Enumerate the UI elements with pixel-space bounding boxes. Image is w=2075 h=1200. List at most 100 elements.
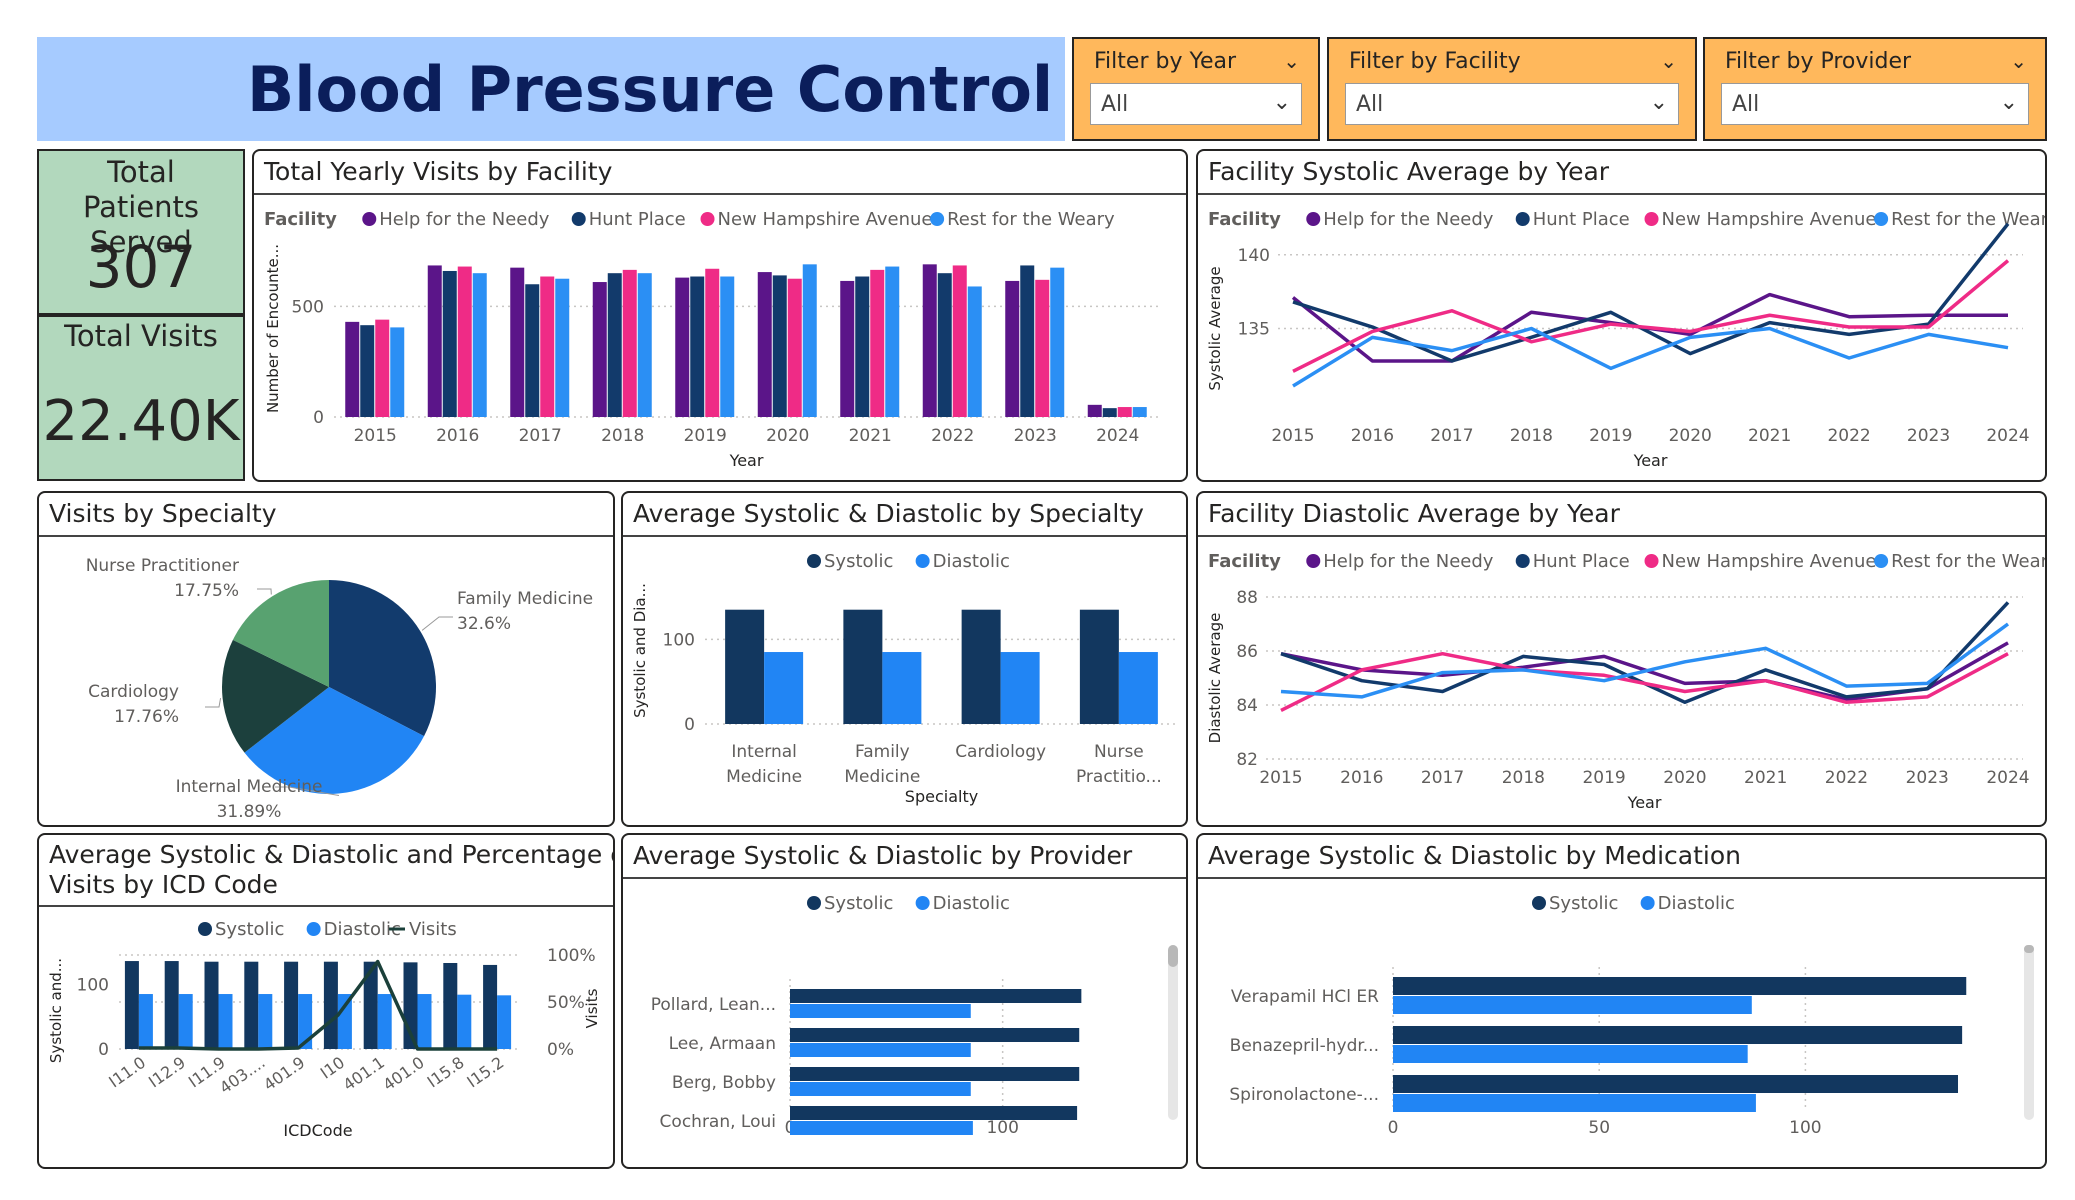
y-axis-title: Number of Encounte...: [264, 244, 282, 413]
y-tick-label: Cochran, Loui: [660, 1112, 776, 1132]
y2-tick-label: 0%: [547, 1040, 574, 1060]
y-axis-title: Systolic and Dia...: [631, 583, 649, 718]
leader-line: [205, 698, 222, 708]
systolic-by-year-panel: Facility Systolic Average by Year Facili…: [1196, 149, 2047, 482]
y-tick-label: 88: [1236, 588, 1258, 608]
legend-item: Hunt Place: [589, 209, 686, 230]
bar: [360, 325, 375, 417]
bar: [1079, 609, 1119, 724]
x-tick-label: 2023: [1906, 768, 1949, 788]
legend-item: New Hampshire Avenue: [1662, 551, 1877, 572]
vertical-scrollbar[interactable]: [2024, 945, 2034, 1120]
legend-item: Rest for the Weary: [1891, 209, 2045, 230]
bar: [497, 995, 512, 1049]
bp-by-provider-panel: Average Systolic & Diastolic by Provider…: [621, 833, 1188, 1169]
legend-marker: [306, 922, 321, 936]
x-tick-label: Internal: [731, 742, 797, 762]
bar: [961, 609, 1001, 724]
divider: [623, 535, 1186, 537]
bar: [802, 264, 817, 417]
bar: [337, 994, 352, 1049]
bar: [885, 266, 900, 417]
visits-by-specialty-chart[interactable]: Family Medicine 32.6% Internal Medicine 31.…: [39, 537, 613, 825]
bar: [124, 961, 139, 1049]
x-tick-label: 0: [1388, 1118, 1399, 1138]
y2-tick-label: 100%: [547, 946, 596, 966]
chevron-down-icon[interactable]: ⌄: [1999, 90, 2018, 115]
legend-item: Systolic: [1549, 893, 1618, 914]
x-tick-label: 2024: [1986, 768, 2029, 788]
filter-facility-slicer[interactable]: Filter by Facility ⌄ All ⌄: [1327, 37, 1697, 141]
x-tick-label: I11.0: [105, 1053, 149, 1092]
x-tick-label: 2021: [849, 426, 892, 446]
visits-by-facility-chart[interactable]: Facility Help for the Needy Hunt Place New …: [254, 195, 1186, 480]
panel-title-line-2: Visits by ICD Code: [49, 870, 278, 899]
bar: [204, 961, 219, 1049]
x-tick-label: 2019: [1582, 768, 1625, 788]
y-tick-label: 84: [1236, 696, 1258, 716]
filter-year-dropdown[interactable]: All ⌄: [1090, 83, 1302, 125]
filter-provider-slicer[interactable]: Filter by Provider ⌄ All ⌄: [1703, 37, 2047, 141]
chevron-down-icon[interactable]: ⌄: [1272, 90, 1291, 115]
filter-provider-dropdown[interactable]: All ⌄: [1721, 83, 2029, 125]
chevron-down-icon[interactable]: ⌄: [1283, 49, 1300, 73]
y-tick-label: 86: [1236, 642, 1258, 662]
bp-by-specialty-chart[interactable]: Systolic Diastolic 0 100 Internal Medicine Fam…: [623, 537, 1186, 825]
systolic-by-year-chart[interactable]: Facility Help for the Needy Hunt Place New …: [1198, 195, 2045, 480]
bar: [1000, 652, 1040, 724]
bar: [323, 961, 338, 1049]
bar: [363, 961, 378, 1049]
x-tick-label: 100: [986, 1118, 1018, 1138]
scrollbar-thumb[interactable]: [1168, 945, 1178, 967]
x-axis-title: Specialty: [905, 787, 978, 806]
y-tick-label: Verapamil HCl ER: [1231, 987, 1379, 1007]
y-tick-label: 135: [1238, 320, 1270, 340]
divider: [1198, 877, 2045, 879]
x-tick-label: Medicine: [726, 767, 802, 787]
x-tick-label: 2015: [1259, 768, 1302, 788]
bar: [790, 1004, 971, 1018]
panel-title: Facility Diastolic Average by Year: [1208, 499, 1620, 528]
filter-facility-dropdown[interactable]: All ⌄: [1345, 83, 1679, 125]
bp-by-provider-chart[interactable]: SystolicDiastolic0100Pollard, Lean...Lee…: [623, 879, 1186, 1167]
bp-by-medication-chart[interactable]: Systolic Diastolic 0 50 100 Verapamil HCl ER B…: [1198, 879, 2045, 1167]
bp-by-icd-chart[interactable]: Systolic Diastolic Visits 0 100 0% 50% 100% I11.…: [39, 907, 613, 1167]
x-tick-label: Medicine: [844, 767, 920, 787]
bar: [675, 277, 690, 417]
bar: [790, 1106, 1078, 1120]
filter-facility-value: All: [1356, 92, 1384, 117]
y2-axis-title: Visits: [583, 988, 601, 1028]
vertical-scrollbar[interactable]: [1168, 945, 1178, 1120]
legend-marker: [1644, 554, 1659, 568]
bar: [178, 994, 193, 1049]
chevron-down-icon[interactable]: ⌄: [2010, 49, 2027, 73]
legend-item: Systolic: [215, 919, 284, 940]
slice-label: Cardiology: [88, 682, 179, 702]
filter-year-slicer[interactable]: Filter by Year ⌄ All ⌄: [1072, 37, 1320, 141]
x-tick-label: 2024: [1986, 426, 2029, 446]
x-tick-label: 401.1: [340, 1053, 388, 1095]
bar: [298, 994, 313, 1049]
scrollbar-thumb[interactable]: [2024, 945, 2034, 953]
legend-item: Diastolic: [933, 551, 1010, 572]
y-axis-title: Diastolic Average: [1206, 613, 1224, 744]
y-tick-label: 82: [1236, 750, 1258, 770]
pie-slice: [221, 639, 329, 753]
x-tick-label: 100: [1789, 1118, 1821, 1138]
bar: [443, 962, 458, 1049]
bar: [244, 961, 259, 1049]
bar: [690, 276, 705, 417]
total-visits-label: Total Visits: [64, 319, 218, 353]
bar: [1118, 652, 1158, 724]
bar: [1393, 1045, 1748, 1063]
legend-marker: [1532, 896, 1546, 910]
slice-label: Internal Medicine: [176, 777, 323, 797]
bar: [855, 276, 870, 417]
diastolic-by-year-chart[interactable]: Facility Help for the Needy Hunt Place New …: [1198, 537, 2045, 825]
bar: [790, 1043, 971, 1057]
y-tick-label: 500: [292, 297, 324, 317]
chevron-down-icon[interactable]: ⌄: [1649, 90, 1668, 115]
legend-item: Help for the Needy: [1323, 209, 1494, 230]
x-tick-label: 2022: [1827, 426, 1870, 446]
chevron-down-icon[interactable]: ⌄: [1660, 49, 1677, 73]
